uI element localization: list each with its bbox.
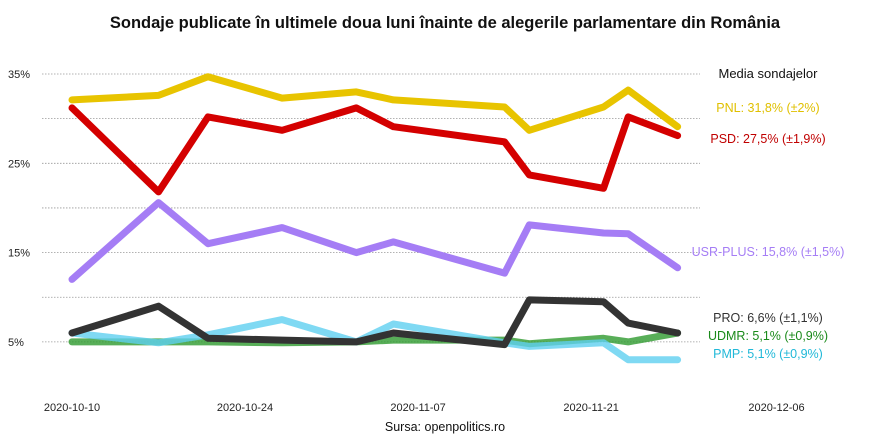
series-line-pro [68,296,682,349]
series-line-udmr [68,329,682,348]
x-tick-label: 2020-12-06 [748,402,804,414]
x-tick-label: 2020-11-07 [390,402,445,414]
series-line-pmp [68,316,682,364]
source-note: Sursa: openpolitics.ro [385,420,505,434]
series-label-pro: PRO: 6,6% (±1,1%) [713,311,823,325]
series-line-usr-plus [68,199,682,283]
x-tick-label: 2020-10-10 [44,402,100,414]
chart-title: Sondaje publicate în ultimele doua luni … [110,14,781,32]
x-tick-label: 2020-11-21 [563,402,618,414]
y-tick-label: 15% [8,248,30,260]
series-label-pnl: PNL: 31,8% (±2%) [716,101,819,115]
y-tick-label: 5% [8,337,24,349]
y-tick-label: 25% [8,158,30,170]
legend-title: Media sondajelor [718,66,818,81]
y-tick-label: 35% [8,69,30,81]
series-label-udmr: UDMR: 5,1% (±0,9%) [708,329,828,343]
series-line-pnl [68,73,682,134]
series-label-usr-plus: USR-PLUS: 15,8% (±1,5%) [692,245,845,259]
x-tick-label: 2020-10-24 [217,402,273,414]
series-label-pmp: PMP: 5,1% (±0,9%) [713,347,823,361]
series-line-psd [68,104,682,196]
series-label-psd: PSD: 27,5% (±1,9%) [710,132,825,146]
